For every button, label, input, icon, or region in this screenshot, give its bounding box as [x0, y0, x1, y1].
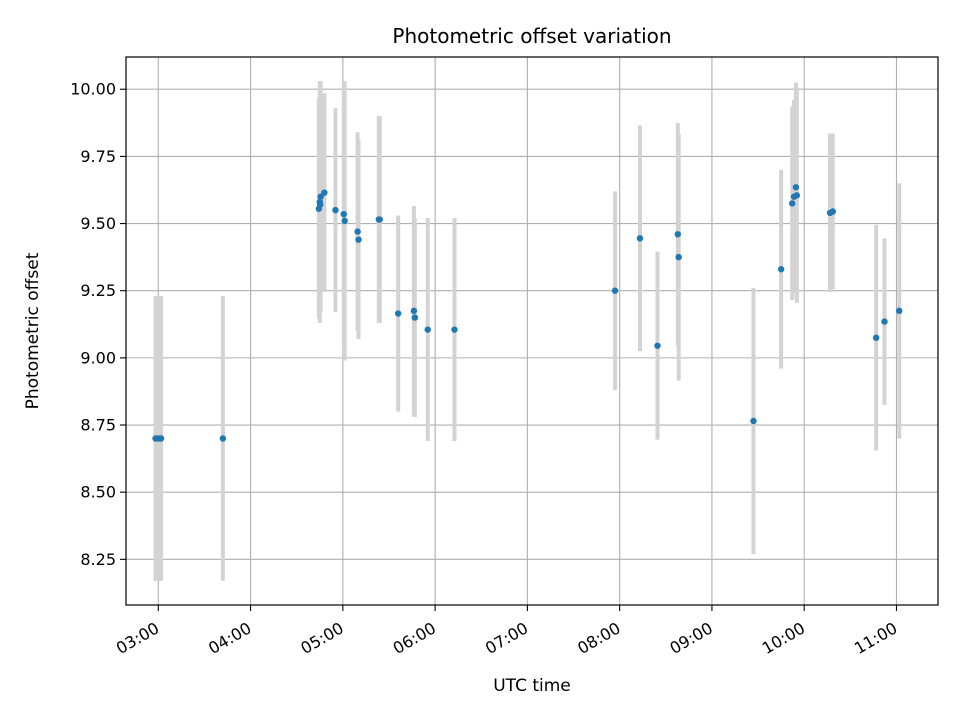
data-point	[675, 253, 682, 261]
data-point	[451, 326, 458, 333]
y-tick-label: 9.75	[80, 147, 116, 166]
data-point	[395, 310, 402, 317]
data-point	[881, 318, 888, 325]
chart-title: Photometric offset variation	[392, 24, 671, 48]
x-axis-label: UTC time	[493, 676, 571, 696]
data-point	[777, 266, 785, 273]
data-point	[376, 216, 383, 223]
data-point	[219, 435, 227, 442]
data-point	[157, 435, 165, 442]
data-point	[424, 326, 431, 333]
data-points	[152, 184, 903, 442]
y-tick-label: 10.00	[70, 80, 116, 99]
data-point	[411, 314, 419, 321]
y-tick-label: 8.25	[80, 550, 116, 569]
data-point	[674, 231, 681, 238]
data-point	[654, 342, 661, 349]
data-point	[829, 208, 837, 215]
data-point	[340, 210, 347, 218]
y-tick-label: 9.00	[80, 348, 116, 367]
data-point	[332, 206, 339, 214]
data-point	[611, 287, 619, 294]
data-point	[410, 307, 418, 315]
data-point	[793, 192, 801, 199]
data-point	[872, 334, 880, 341]
y-tick-label: 9.50	[80, 214, 116, 233]
data-point	[317, 193, 324, 200]
data-point	[896, 307, 903, 315]
y-axis-ticks: 8.25 8.50 8.75 9.00 9.25 9.50 9.75 10.00	[70, 80, 126, 569]
data-point	[789, 200, 796, 207]
data-point	[636, 235, 644, 242]
plot-frame	[125, 56, 939, 606]
data-point	[341, 217, 348, 225]
data-point	[750, 417, 757, 425]
y-axis-label: Photometric offset	[23, 252, 43, 409]
data-point	[354, 228, 361, 235]
data-point	[792, 184, 800, 191]
data-point	[355, 236, 362, 243]
y-tick-label: 9.25	[80, 281, 116, 300]
data-point	[321, 189, 328, 196]
data-point	[317, 201, 324, 208]
grid-lines	[126, 57, 938, 605]
y-tick-label: 8.75	[80, 416, 116, 435]
y-tick-label: 8.50	[80, 483, 116, 502]
